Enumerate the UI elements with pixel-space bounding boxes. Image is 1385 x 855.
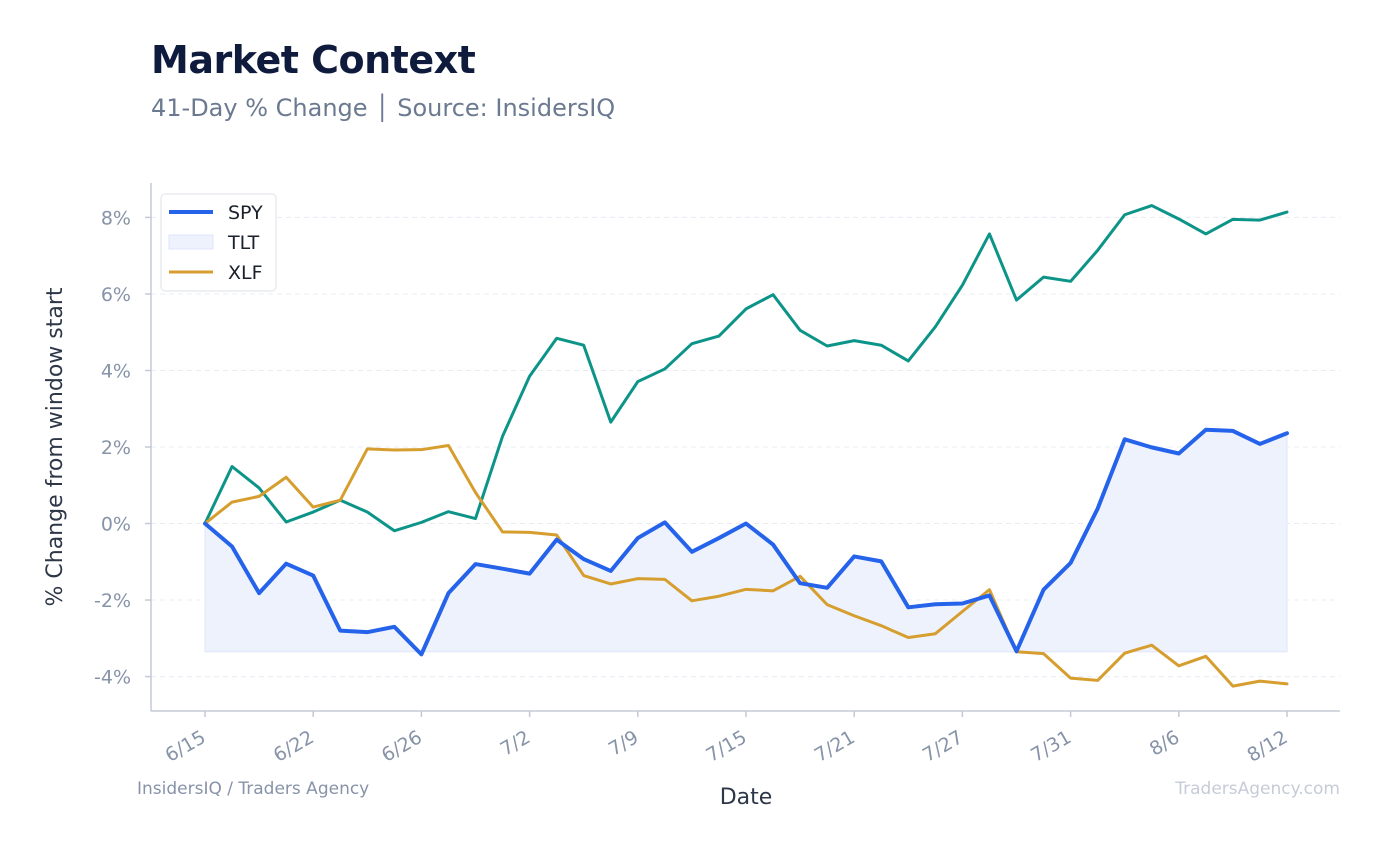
y-tick-label: 2% xyxy=(101,437,131,459)
footer-credit: InsidersIQ / Traders Agency xyxy=(137,779,370,799)
legend-label-spy: SPY xyxy=(228,202,263,224)
x-tick-label: 7/9 xyxy=(605,726,642,760)
x-tick-label: 7/21 xyxy=(811,726,859,766)
legend-label-xlf: XLF xyxy=(228,262,263,284)
x-tick-label: 8/6 xyxy=(1146,726,1183,760)
legend-label-tlt: TLT xyxy=(227,232,260,254)
chart-title: Market Context xyxy=(151,38,476,82)
x-axis-label: Date xyxy=(720,785,773,810)
series-line-xlf xyxy=(203,443,1289,688)
y-tick-label: 0% xyxy=(101,514,131,536)
series-line-spy xyxy=(203,427,1289,657)
y-tick-label: 4% xyxy=(101,360,131,382)
x-tick-label: 6/22 xyxy=(270,726,318,766)
x-tick-label: 6/15 xyxy=(162,726,210,766)
series-line-tlt xyxy=(203,204,1289,533)
y-tick-label: -4% xyxy=(94,667,131,689)
x-tick-label: 7/31 xyxy=(1027,726,1075,766)
legend-swatch-tlt xyxy=(168,234,214,250)
y-axis-label: % Change from window start xyxy=(43,287,68,606)
y-tick-label: 6% xyxy=(101,284,131,306)
footer-watermark: TradersAgency.com xyxy=(1175,779,1340,799)
y-ticks: -4% -2% 0% 2% 4% 6% 8% xyxy=(94,207,151,689)
x-tick-label: 7/2 xyxy=(497,726,534,760)
x-tick-label: 7/27 xyxy=(919,726,967,766)
legend-box xyxy=(160,193,277,292)
y-tick-label: 8% xyxy=(101,207,131,229)
x-tick-label: 7/15 xyxy=(703,726,751,766)
x-ticks: 6/15 6/22 6/26 7/2 7/9 7/15 7/21 7/27 7/31 8/6 8/1… xyxy=(162,711,1292,767)
x-tick-label: 6/26 xyxy=(378,726,426,766)
spy-fill-area xyxy=(204,429,1288,656)
y-tick-label: -2% xyxy=(94,590,131,612)
legend: SPY TLT XLF xyxy=(160,193,277,292)
x-tick-label: 8/12 xyxy=(1244,726,1292,766)
chart-subtitle: 41-Day % Change │ Source: InsidersIQ xyxy=(151,94,616,122)
series-lines xyxy=(203,204,1289,688)
